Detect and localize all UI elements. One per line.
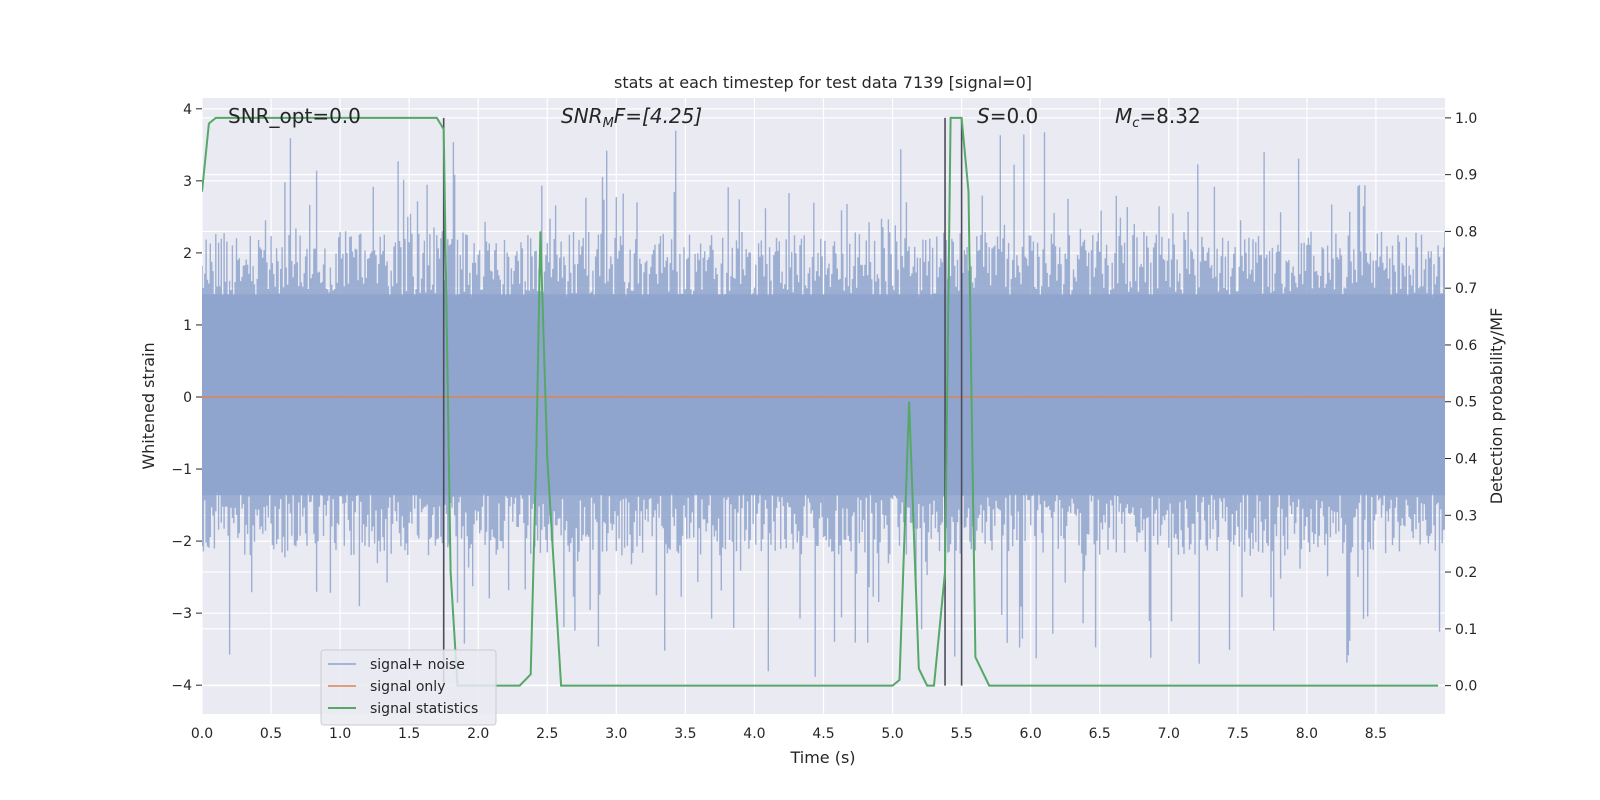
y-left-tick-label: 4 [183,102,192,118]
x-tick-label: 4.0 [743,726,765,742]
y-right-axis-ticks: 0.0 0.1 0.2 0.3 0.4 0.5 0.6 0.7 0.8 0.9 1.0 [1445,111,1477,695]
x-tick-label: 8.5 [1365,726,1387,742]
x-tick-label: 3.5 [674,726,696,742]
y-left-tick-label: 3 [183,174,192,190]
vertical-markers [442,117,963,686]
y-right-tick-label: 0.3 [1455,508,1477,524]
y-right-tick-label: 0.4 [1455,452,1477,468]
x-axis-label: Time (s) [789,748,855,767]
y-right-tick-label: 0.7 [1455,281,1477,297]
x-tick-label: 2.0 [467,726,489,742]
y-right-tick-label: 0.0 [1455,679,1477,695]
legend-label-signal-noise: signal+ noise [370,657,465,673]
annotation-snr-mf: SNRMF=[4.25] [561,104,702,131]
noise-dense-band [202,294,1445,496]
series-signal-statistics [202,116,1439,687]
y-axis-label-right: Detection probability/MF [1487,308,1506,505]
series-signal-noise [202,130,1445,677]
annotation-s: S=0.0 [977,104,1038,128]
y-axis-label-left: Whitened strain [139,342,158,469]
y-left-tick-label: 2 [183,246,192,262]
y-left-tick-label: −4 [171,678,192,694]
x-tick-label: 5.0 [881,726,903,742]
x-tick-label: 5.5 [950,726,972,742]
x-axis-ticks: 0.0 0.5 1.0 1.5 2.0 2.5 3.0 3.5 4.0 4.5 5.0 5.5 6.0 6… [191,726,1387,742]
x-tick-label: 1.5 [398,726,420,742]
y-left-tick-label: 1 [183,318,192,334]
y-left-tick-label: −2 [171,534,192,550]
y-right-tick-label: 0.8 [1455,224,1477,240]
y-left-tick-label: 0 [183,390,192,406]
x-tick-label: 0.0 [191,726,213,742]
y-right-tick-label: 0.5 [1455,395,1477,411]
annotation-snr-opt: SNR_opt=0.0 [228,104,361,128]
x-tick-label: 1.0 [329,726,351,742]
x-tick-label: 7.0 [1158,726,1180,742]
chart-title: stats at each timestep for test data 713… [614,73,1032,92]
y-right-tick-label: 0.2 [1455,565,1477,581]
y-left-tick-label: −1 [171,462,192,478]
y-left-tick-label: −3 [171,606,192,622]
y-right-tick-label: 0.6 [1455,338,1477,354]
legend-label-signal-statistics: signal statistics [370,701,478,717]
x-tick-label: 7.5 [1227,726,1249,742]
legend: signal+ noise signal only signal statist… [320,649,497,726]
y-right-tick-label: 0.9 [1455,168,1477,184]
y-right-tick-label: 0.1 [1455,622,1477,638]
x-tick-label: 2.5 [536,726,558,742]
y-right-tick-label: 1.0 [1455,111,1477,127]
x-tick-label: 3.0 [605,726,627,742]
x-tick-label: 0.5 [260,726,282,742]
annotation-mc: Mc=8.32 [1115,104,1201,131]
x-tick-label: 8.0 [1296,726,1318,742]
x-tick-label: 6.5 [1089,726,1111,742]
legend-box [320,649,497,726]
y-left-axis-ticks: −4 −3 −2 −1 0 1 2 3 4 [171,102,202,694]
x-tick-label: 6.0 [1020,726,1042,742]
x-tick-label: 4.5 [812,726,834,742]
legend-label-signal-only: signal only [370,679,445,695]
